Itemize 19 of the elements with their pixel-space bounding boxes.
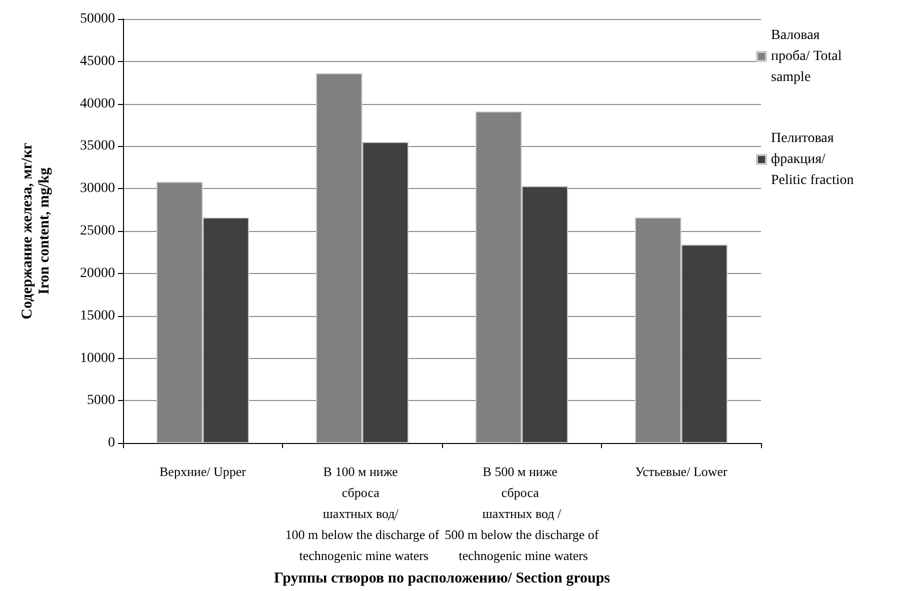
- y-tick-label: 15000: [80, 308, 115, 324]
- y-tick-label: 0: [108, 436, 115, 451]
- x-tick-label: В 100 м ниже сброса шахтных вод/ 100 m below the discharge of technogenic mine waters: [285, 464, 440, 564]
- y-tick-label: 10000: [80, 350, 115, 366]
- legend-label: Валовая проба/ Total sample: [771, 28, 846, 85]
- y-tick-label: 30000: [80, 181, 115, 196]
- x-tick-label: В 500 м ниже сброса шахтных вод /500 m below the discharge of technogenic mine waters: [444, 464, 600, 564]
- x-tick-label: Верхние/ Upper: [160, 464, 247, 480]
- y-tick-label: 50000: [80, 12, 115, 26]
- y-tick-label: 40000: [80, 96, 115, 112]
- y-tick-label: 45000: [80, 54, 115, 69]
- x-axis-title: Группы створов по расположению/ Section groups: [274, 570, 610, 586]
- legend-label: Пелитовая фракция/ Pelitic fraction: [771, 131, 854, 188]
- y-tick-label: 20000: [80, 266, 115, 281]
- y-tick-label: 35000: [80, 138, 115, 154]
- y-tick-label: 5000: [87, 393, 115, 408]
- x-tick-label: Устьевые/ Lower: [635, 464, 728, 480]
- y-tick-label: 25000: [80, 224, 115, 239]
- y-axis-title: Содержание железа, мг/кг Iron content, mg/kg: [20, 142, 52, 320]
